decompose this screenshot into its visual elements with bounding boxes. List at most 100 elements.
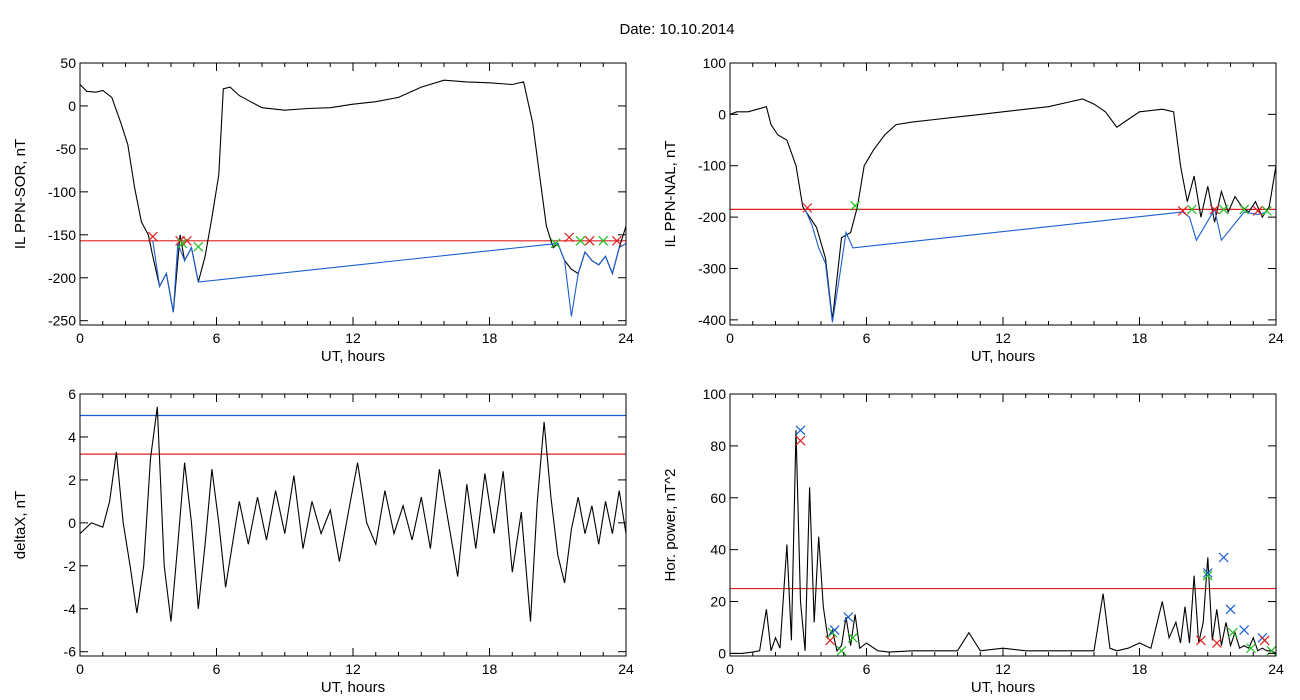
marker-stroke: [802, 202, 813, 213]
marker-2: [850, 200, 861, 211]
marker-stroke: [1239, 204, 1250, 215]
marker-stroke: [584, 235, 595, 246]
marker-stroke: [147, 231, 158, 242]
marker-10: [598, 235, 609, 246]
marker-stroke: [829, 625, 840, 635]
y-tick-label: 0: [718, 645, 726, 661]
y-tick-label: -250: [48, 313, 76, 329]
marker-15: [1227, 627, 1238, 638]
marker-6: [1218, 204, 1229, 215]
marker-4: [177, 238, 188, 249]
x-axis-label: UT, hours: [321, 679, 385, 696]
marker-stroke: [1239, 625, 1250, 635]
x-tick-label: 18: [482, 661, 498, 677]
marker-stroke: [182, 235, 192, 246]
marker-7: [564, 232, 575, 243]
marker-11: [1202, 568, 1213, 578]
marker-stroke: [1218, 552, 1229, 563]
marker-stroke: [564, 232, 575, 243]
plot-frame: [729, 393, 1277, 657]
y-axis-label: IL PPN-SOR, nT: [12, 139, 29, 249]
x-tick-label: 6: [213, 330, 221, 346]
marker-5: [1209, 204, 1220, 215]
marker-12: [1211, 638, 1222, 648]
marker-8: [847, 632, 858, 643]
x-axis-label: UT, hours: [971, 679, 1035, 696]
chart-panel-3: 0 6 12 18 24 6 4 2 0 -2 -4 -6 UT, hours deltaX, nT: [12, 386, 634, 696]
marker-stroke: [1246, 643, 1256, 654]
y-tick-label: 0: [68, 515, 76, 531]
x-tick-label: 24: [618, 661, 634, 677]
marker-stroke: [1227, 627, 1238, 638]
marker-10: [1202, 570, 1213, 581]
y-tick-label: -300: [698, 260, 726, 276]
y-tick-label: 0: [718, 106, 726, 122]
series-line-2: [804, 207, 1268, 323]
marker-stroke: [850, 200, 861, 211]
y-tick-label: 6: [68, 386, 76, 402]
marker-17: [1246, 643, 1256, 654]
x-tick-label: 12: [345, 661, 361, 677]
series-line-1: [730, 430, 1276, 654]
marker-4: [1186, 204, 1197, 215]
x-tick-label: 6: [863, 661, 871, 677]
marker-stroke: [575, 235, 586, 246]
series-line-2: [152, 240, 626, 317]
y-tick-label: -2: [64, 558, 77, 574]
chart-panel-2: 0 6 12 18 24 100 0 -100 -200 -300 -400 UT, hours IL …: [662, 55, 1284, 365]
marker-stroke: [1202, 570, 1213, 581]
series-line-1: [80, 406, 626, 622]
marker-9: [1196, 635, 1206, 646]
series-line-1: [80, 79, 626, 313]
marker-19: [1259, 635, 1270, 646]
marker-3: [1177, 206, 1188, 216]
marker-stroke: [1218, 204, 1229, 215]
x-tick-label: 12: [345, 330, 361, 346]
x-axis-label: UT, hours: [321, 348, 385, 365]
x-tick-label: 0: [76, 661, 84, 677]
y-tick-label: 0: [68, 98, 76, 114]
marker-9: [1261, 206, 1272, 216]
x-tick-label: 24: [1268, 661, 1284, 677]
y-tick-label: -6: [64, 644, 77, 660]
x-tick-label: 0: [726, 661, 734, 677]
marker-stroke: [1211, 638, 1222, 648]
marker-3: [825, 635, 836, 646]
marker-7: [1239, 204, 1250, 215]
marker-5: [829, 625, 840, 635]
marker-stroke: [836, 645, 847, 656]
marker-6: [836, 645, 847, 656]
chart-panel-1: 0 6 12 18 24 50 0 -50 -100 -150 -200 -250 UT, hours I…: [12, 55, 634, 365]
y-tick-label: 100: [703, 386, 727, 402]
chart-panel-4: 0 6 12 18 24 100 80 60 40 20 0 UT, hours Hor. power,…: [662, 386, 1284, 696]
date-title: Date: 10.10.2014: [619, 21, 734, 38]
marker-stroke: [795, 435, 806, 446]
y-tick-label: -50: [56, 141, 76, 157]
marker-stroke: [1177, 206, 1188, 216]
x-tick-label: 18: [1132, 330, 1148, 346]
y-tick-label: -150: [48, 227, 76, 243]
marker-stroke: [825, 635, 836, 646]
y-axis-label: Hor. power, nT^2: [662, 469, 679, 582]
y-tick-label: 4: [68, 429, 76, 445]
x-tick-label: 12: [995, 661, 1011, 677]
marker-1: [802, 202, 813, 213]
marker-stroke: [1196, 635, 1206, 646]
marker-6: [550, 238, 561, 249]
y-tick-label: -400: [698, 312, 726, 328]
y-tick-label: -200: [698, 209, 726, 225]
marker-16: [1239, 625, 1250, 635]
y-tick-label: 20: [710, 594, 726, 610]
marker-1: [795, 425, 806, 436]
x-tick-label: 0: [76, 330, 84, 346]
x-axis-label: UT, hours: [971, 348, 1035, 365]
marker-stroke: [847, 632, 858, 643]
plot-frame: [79, 62, 627, 326]
x-tick-label: 24: [1268, 330, 1284, 346]
y-tick-label: 50: [60, 55, 76, 71]
y-axis-label: deltaX, nT: [12, 491, 29, 559]
y-tick-label: 2: [68, 472, 76, 488]
marker-7: [843, 612, 854, 623]
marker-8: [575, 235, 586, 246]
